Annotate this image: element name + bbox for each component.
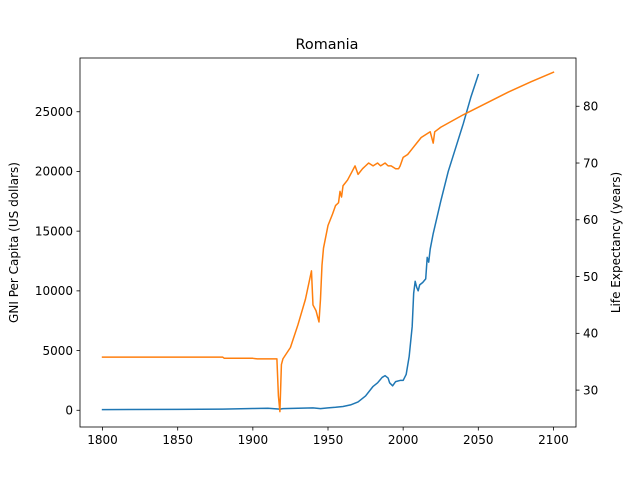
y-axis-right: 30 40 50 60 70 80 xyxy=(576,100,598,397)
y-right-tick-label: 70 xyxy=(583,156,598,170)
x-tick-label: 1800 xyxy=(87,433,118,447)
x-tick-label: 1900 xyxy=(238,433,269,447)
chart-title: Romania xyxy=(296,37,359,53)
y-right-tick-label: 60 xyxy=(583,213,598,227)
x-tick-label: 2100 xyxy=(538,433,569,447)
y-left-tick-label: 5000 xyxy=(42,344,73,358)
y-axis-right-label: Life Expectancy (years) xyxy=(609,172,623,313)
y-left-tick-label: 25000 xyxy=(35,105,73,119)
plot-background xyxy=(80,58,576,427)
y-left-tick-label: 0 xyxy=(65,404,73,418)
series-line-gni-per-capita xyxy=(101,73,480,411)
x-tick-label: 2050 xyxy=(463,433,494,447)
y-axis-left: 0 5000 10000 15000 20000 25000 xyxy=(35,105,80,418)
y-left-tick-label: 20000 xyxy=(35,165,73,179)
series-line-life-expectancy xyxy=(101,71,555,413)
plot-area xyxy=(80,58,576,427)
y-axis-left-label: GNI Per Capita (US dollars) xyxy=(7,162,21,323)
x-tick-label: 1950 xyxy=(313,433,344,447)
y-right-tick-label: 30 xyxy=(583,383,598,397)
x-tick-label: 2000 xyxy=(388,433,419,447)
y-right-tick-label: 50 xyxy=(583,270,598,284)
x-axis: 1800 1850 1900 1950 2000 2050 2100 xyxy=(87,427,569,447)
series-layer xyxy=(101,71,555,413)
y-left-tick-label: 15000 xyxy=(35,224,73,238)
y-right-tick-label: 80 xyxy=(583,100,598,114)
x-tick-label: 1850 xyxy=(162,433,193,447)
y-right-tick-label: 40 xyxy=(583,327,598,341)
y-left-tick-label: 10000 xyxy=(35,284,73,298)
